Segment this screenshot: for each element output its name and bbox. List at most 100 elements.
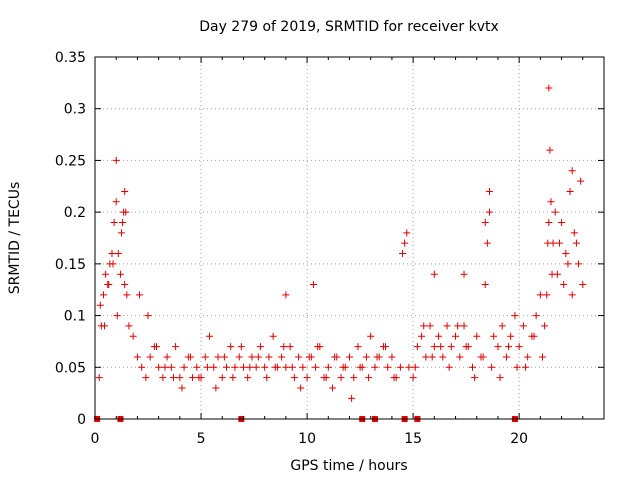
data-point bbox=[288, 363, 296, 371]
data-point bbox=[290, 374, 298, 382]
data-point bbox=[490, 332, 498, 340]
data-point bbox=[356, 363, 364, 371]
data-point bbox=[346, 353, 353, 361]
data-point bbox=[102, 270, 110, 278]
data-point bbox=[519, 322, 527, 330]
y-tick-label: 0.35 bbox=[55, 50, 86, 66]
x-tick-label: 5 bbox=[197, 431, 206, 447]
data-point bbox=[348, 394, 356, 402]
grid bbox=[95, 57, 604, 419]
data-point bbox=[214, 353, 222, 361]
data-point bbox=[109, 260, 117, 268]
data-point bbox=[481, 281, 489, 289]
data-point bbox=[564, 260, 572, 268]
data-point bbox=[244, 374, 252, 382]
data-point bbox=[572, 239, 580, 247]
data-point bbox=[354, 343, 362, 351]
data-point bbox=[231, 363, 239, 371]
data-point bbox=[101, 322, 109, 330]
data-point bbox=[547, 198, 555, 206]
data-point bbox=[155, 363, 163, 371]
data-point bbox=[229, 374, 237, 382]
data-point bbox=[295, 353, 303, 361]
data-point bbox=[536, 291, 544, 299]
y-tick-labels: 0 0.05 0.1 0.15 0.2 0.25 0.3 0.35 bbox=[55, 50, 86, 428]
data-point bbox=[195, 374, 203, 382]
y-tick-label: 0.15 bbox=[55, 257, 86, 273]
data-point bbox=[278, 353, 286, 361]
data-point bbox=[562, 250, 570, 258]
data-point bbox=[488, 363, 496, 371]
data-point bbox=[543, 291, 551, 299]
data-point bbox=[485, 208, 493, 216]
data-point bbox=[248, 353, 256, 361]
data-point bbox=[575, 260, 583, 268]
data-point bbox=[541, 322, 549, 330]
data-point bbox=[189, 374, 197, 382]
data-point bbox=[119, 218, 127, 226]
data-point bbox=[538, 353, 546, 361]
data-point bbox=[579, 281, 587, 289]
data-point bbox=[237, 343, 245, 351]
data-point bbox=[116, 270, 124, 278]
data-point bbox=[445, 363, 453, 371]
data-point bbox=[456, 353, 464, 361]
data-point bbox=[153, 343, 161, 351]
data-point bbox=[227, 343, 235, 351]
data-point bbox=[430, 270, 438, 278]
y-tick-label: 0.05 bbox=[55, 360, 86, 376]
data-point bbox=[282, 291, 290, 299]
data-point bbox=[299, 363, 307, 371]
data-point bbox=[252, 363, 260, 371]
data-point bbox=[513, 363, 521, 371]
data-point bbox=[201, 353, 209, 361]
data-point bbox=[297, 384, 305, 392]
data-point bbox=[382, 343, 390, 351]
data-point bbox=[121, 281, 129, 289]
data-point bbox=[339, 363, 347, 371]
data-point bbox=[206, 332, 214, 340]
data-point bbox=[373, 353, 381, 361]
data-point bbox=[142, 374, 150, 382]
data-point bbox=[426, 322, 434, 330]
data-point bbox=[388, 353, 396, 361]
data-point bbox=[566, 187, 574, 195]
data-point bbox=[261, 363, 269, 371]
data-point bbox=[485, 187, 493, 195]
data-point bbox=[220, 353, 228, 361]
data-point bbox=[337, 374, 345, 382]
data-point bbox=[329, 384, 337, 392]
y-tick-label: 0.25 bbox=[55, 153, 86, 169]
data-point bbox=[371, 363, 379, 371]
data-point bbox=[384, 363, 392, 371]
data-point bbox=[530, 332, 538, 340]
data-point bbox=[469, 363, 477, 371]
data-point bbox=[186, 353, 194, 361]
data-point bbox=[322, 374, 330, 382]
data-point bbox=[280, 343, 288, 351]
data-point bbox=[324, 363, 332, 371]
data-point bbox=[161, 363, 169, 371]
data-point bbox=[396, 363, 404, 371]
data-point bbox=[125, 322, 133, 330]
data-point bbox=[532, 312, 540, 320]
x-tick-labels: 0 5 10 15 20 bbox=[91, 431, 529, 447]
data-point bbox=[418, 332, 426, 340]
data-point bbox=[577, 177, 585, 185]
data-point bbox=[447, 343, 455, 351]
data-point bbox=[443, 322, 451, 330]
data-point bbox=[568, 291, 576, 299]
data-point bbox=[479, 353, 487, 361]
data-point bbox=[507, 332, 515, 340]
data-point bbox=[254, 353, 262, 361]
y-tick-label: 0.3 bbox=[64, 102, 86, 118]
data-point bbox=[462, 343, 470, 351]
data-point bbox=[560, 281, 568, 289]
data-point bbox=[411, 363, 419, 371]
data-point bbox=[118, 229, 126, 237]
data-point bbox=[256, 343, 264, 351]
data-point bbox=[163, 353, 171, 361]
data-point bbox=[483, 239, 491, 247]
data-point bbox=[110, 218, 118, 226]
data-point bbox=[548, 270, 556, 278]
